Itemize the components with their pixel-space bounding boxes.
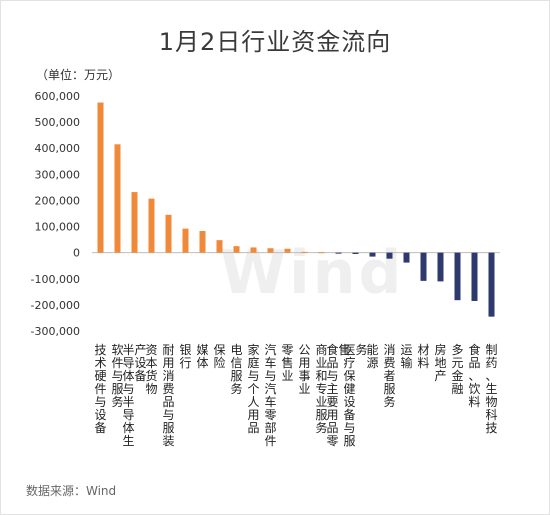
x-category-label: 资本货物 <box>145 343 157 396</box>
y-tick-label: 0 <box>73 247 80 260</box>
x-category-label: 医疗保健设备与服务 <box>343 342 367 448</box>
y-tick-label: 600,000 <box>35 90 81 103</box>
x-category-label: 多元金融 <box>451 343 463 396</box>
x-category-label: 技术硬件与设备 <box>94 343 106 435</box>
bar <box>352 252 359 254</box>
x-category-label: 家庭与个人用品 <box>247 342 259 435</box>
bar <box>471 252 478 301</box>
x-category-label: 食品与主要用品零售 <box>326 342 350 448</box>
bar <box>420 252 427 281</box>
bar <box>454 252 461 301</box>
y-tick-label: 200,000 <box>35 194 81 207</box>
x-category-label: 零售业 <box>281 343 293 383</box>
chart-title: 1月2日行业资金流向 <box>158 28 392 56</box>
y-tick-label: -300,000 <box>31 325 80 338</box>
source-note: 数据来源：Wind <box>26 484 117 498</box>
x-category-label: 食品、饮料 <box>468 342 480 409</box>
bar <box>488 252 495 317</box>
y-tick-label: 300,000 <box>35 168 81 181</box>
x-category-label: 汽车与汽车零部件 <box>264 342 276 448</box>
x-category-label: 商业和专业服务 <box>315 342 327 435</box>
x-category-label: 保险 <box>213 343 225 370</box>
bar <box>114 144 121 253</box>
bar <box>182 228 189 253</box>
x-category-label: 电信服务 <box>230 343 242 396</box>
wind-watermark: Wind <box>220 238 405 308</box>
x-category-label: 公用事业 <box>298 343 310 396</box>
bar <box>216 240 223 253</box>
x-category-label: 能源 <box>366 343 378 370</box>
bar <box>318 252 325 254</box>
bar <box>199 230 206 253</box>
y-tick-label: 500,000 <box>35 116 81 129</box>
bar <box>369 252 376 257</box>
x-category-label: 材料 <box>417 343 429 370</box>
y-tick-label: 400,000 <box>35 142 81 155</box>
bar <box>437 252 444 282</box>
bar <box>403 252 410 263</box>
bar <box>267 248 274 253</box>
x-category-label: 耐用消费品与服装 <box>162 343 174 448</box>
bar <box>165 214 172 253</box>
bar <box>284 248 291 253</box>
bar <box>148 198 155 253</box>
x-category-label: 房地产 <box>434 342 446 383</box>
bar <box>97 102 104 253</box>
bar <box>335 252 342 254</box>
bar <box>301 251 308 253</box>
bar <box>386 252 393 259</box>
x-category-label: 软件与服务 <box>111 343 123 409</box>
x-category-label: 媒体 <box>196 343 208 370</box>
bar <box>233 246 240 253</box>
x-category-label: 消费者服务 <box>383 343 395 409</box>
y-tick-label: -100,000 <box>31 273 80 286</box>
bar <box>131 192 138 253</box>
y-tick-label: -200,000 <box>31 299 80 312</box>
x-category-label: 半导体与半导体生产设备 <box>122 343 146 448</box>
bar <box>250 247 257 253</box>
x-category-label: 银行 <box>179 343 191 370</box>
x-category-label: 制药、生物科技 <box>485 343 497 435</box>
y-tick-label: 100,000 <box>35 221 81 234</box>
x-category-label: 运输 <box>400 343 412 370</box>
unit-label: （单位：万元） <box>36 68 121 82</box>
